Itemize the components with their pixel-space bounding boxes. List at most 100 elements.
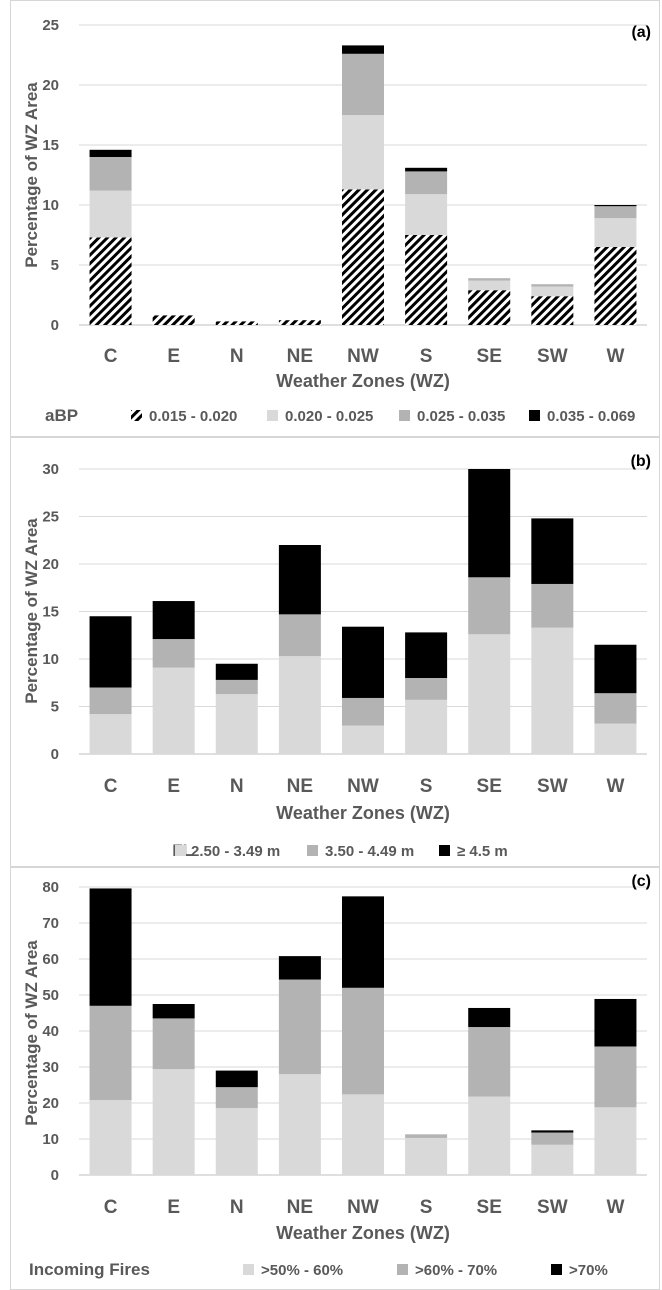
- x-tick-label: NE: [287, 776, 313, 797]
- x-tick-label: NW: [347, 346, 379, 367]
- chart-panel-b: 0 5 10 15 20 25 30 C E N NE NW S SE SW W Weather Zones (…: [10, 437, 660, 867]
- bar-segment-nw-s4: [342, 45, 384, 54]
- bar-segment-s-s3: [405, 632, 448, 678]
- bar-segment-nw-s3: [342, 896, 384, 988]
- legend-swatch: [529, 410, 540, 421]
- chart-panel-a: 0 5 10 15 20 25 C E N NE NW S SE SW W Weather Zones (WZ…: [10, 0, 660, 437]
- chart-panel-c: 0 10 20 30 40 50 60 70 80 C E N NE NW S SE SW W Weather Zo…: [10, 867, 660, 1290]
- bar-segment-sw-s1: [531, 296, 574, 325]
- legend-label: ≥ 4.5 m: [457, 843, 508, 860]
- x-tick-label: N: [230, 346, 244, 367]
- bar-segment-ne-s3: [278, 545, 321, 615]
- bar-segment-ne-s1: [278, 1074, 321, 1175]
- y-tick-label: 30: [42, 461, 59, 478]
- bar-segment-sw-s2: [531, 1132, 574, 1145]
- bar-segment-n-s1: [215, 694, 258, 754]
- x-tick-label: NE: [287, 1197, 313, 1218]
- x-tick-label: C: [104, 1197, 118, 1218]
- y-tick-label: 60: [42, 951, 59, 968]
- bar-segment-c-s3: [89, 616, 132, 688]
- legend-label: 3.50 - 4.49 m: [325, 843, 414, 860]
- bar-segment-ne-s3: [278, 956, 321, 980]
- bar-segment-w-s2: [594, 693, 637, 724]
- legend-swatch: [307, 845, 318, 856]
- bar-segment-ne-s2: [278, 979, 321, 1075]
- x-tick-label: SW: [537, 776, 568, 797]
- bar-segment-s-s1: [405, 699, 448, 754]
- bar-segment-nw-s1: [342, 725, 384, 754]
- bar-segment-e-s3: [152, 1004, 195, 1019]
- bar-segment-nw-s1: [342, 1094, 384, 1175]
- y-tick-label: 10: [42, 197, 59, 214]
- bar-segment-nw-s2: [342, 115, 384, 190]
- panel-label: (b): [631, 453, 651, 470]
- y-tick-label: 10: [42, 651, 59, 668]
- x-tick-label: NW: [347, 1197, 379, 1218]
- legend-label: 0.020 - 0.025: [285, 408, 373, 425]
- chart-svg-a: 0 5 10 15 20 25 C E N NE NW S SE SW W Weather Zones (WZ…: [22, 17, 651, 425]
- bar-segment-c-s4: [89, 149, 132, 157]
- y-tick-label: 15: [42, 604, 59, 621]
- bar-segment-sw-s1: [531, 627, 574, 754]
- bar-segment-w-s2: [594, 1046, 637, 1108]
- bar-segment-c-s1: [89, 1100, 132, 1175]
- legend-swatch: [175, 845, 186, 856]
- bar-segment-nw-s3: [342, 53, 384, 115]
- bar-segment-e-s1: [152, 1069, 195, 1175]
- bar-segment-sw-s1: [531, 1144, 574, 1175]
- x-tick-label: W: [606, 1197, 624, 1218]
- bar-segment-sw-s2: [531, 583, 574, 628]
- x-tick-label: W: [606, 346, 624, 367]
- bar-segment-s-s3: [405, 171, 448, 195]
- bar-segment-sw-s2: [531, 286, 574, 297]
- bar-segment-se-s1: [468, 290, 511, 325]
- bar-segment-c-s1: [89, 237, 132, 325]
- y-tick-label: 5: [51, 699, 59, 716]
- bar-segment-e-s3: [152, 601, 195, 640]
- bar-segment-sw-s3: [531, 284, 574, 287]
- y-tick-label: 25: [42, 509, 59, 526]
- legend-swatch: [399, 410, 410, 421]
- bar-segment-nw-s1: [342, 189, 384, 325]
- legend-swatch: [267, 410, 278, 421]
- legend-title: Incoming Fires: [29, 1260, 150, 1279]
- bar-segment-s-s2: [405, 1134, 448, 1138]
- bar-segment-w-s4: [594, 205, 637, 207]
- bar-segment-e-s2: [152, 639, 195, 668]
- bar-segment-ne-s1: [278, 320, 321, 325]
- y-tick-label: 50: [42, 987, 59, 1004]
- bar-segment-w-s1: [594, 247, 637, 325]
- bar-segment-c-s2: [89, 687, 132, 715]
- bar-segment-n-s1: [215, 1108, 258, 1175]
- y-axis-title: Percentage of WZ Area: [22, 940, 41, 1126]
- x-tick-label: N: [230, 1197, 244, 1218]
- x-tick-label: S: [420, 776, 433, 797]
- bar-segment-nw-s2: [342, 987, 384, 1095]
- bar-segment-nw-s3: [342, 626, 384, 698]
- bar-segment-n-s2: [215, 679, 258, 695]
- bar-segment-n-s2: [215, 1087, 258, 1109]
- bar-segment-w-s1: [594, 1107, 637, 1175]
- y-tick-label: 40: [42, 1023, 59, 1040]
- bar-segment-n-s1: [215, 321, 258, 325]
- bar-segment-se-s2: [468, 1027, 511, 1097]
- legend-label: 0.015 - 0.020: [149, 408, 237, 425]
- y-tick-label: 5: [51, 257, 59, 274]
- bar-segment-n-s3: [215, 1070, 258, 1088]
- x-tick-label: C: [104, 776, 118, 797]
- y-tick-label: 0: [51, 317, 59, 334]
- bar-segment-c-s2: [89, 1005, 132, 1101]
- bar-segment-sw-s3: [531, 518, 574, 584]
- bar-segment-se-s3: [468, 278, 511, 281]
- y-tick-label: 10: [42, 1131, 59, 1148]
- bar-segment-se-s2: [468, 280, 511, 291]
- x-tick-label: NE: [287, 346, 313, 367]
- x-tick-label: E: [167, 776, 180, 797]
- bar-segment-e-s1: [152, 315, 195, 325]
- x-tick-label: SE: [477, 776, 502, 797]
- legend-label: >60% - 70%: [415, 1262, 497, 1279]
- legend-swatch: [131, 410, 142, 421]
- y-tick-label: 15: [42, 137, 59, 154]
- x-axis-title: Weather Zones (WZ): [276, 803, 450, 823]
- y-tick-label: 70: [42, 915, 59, 932]
